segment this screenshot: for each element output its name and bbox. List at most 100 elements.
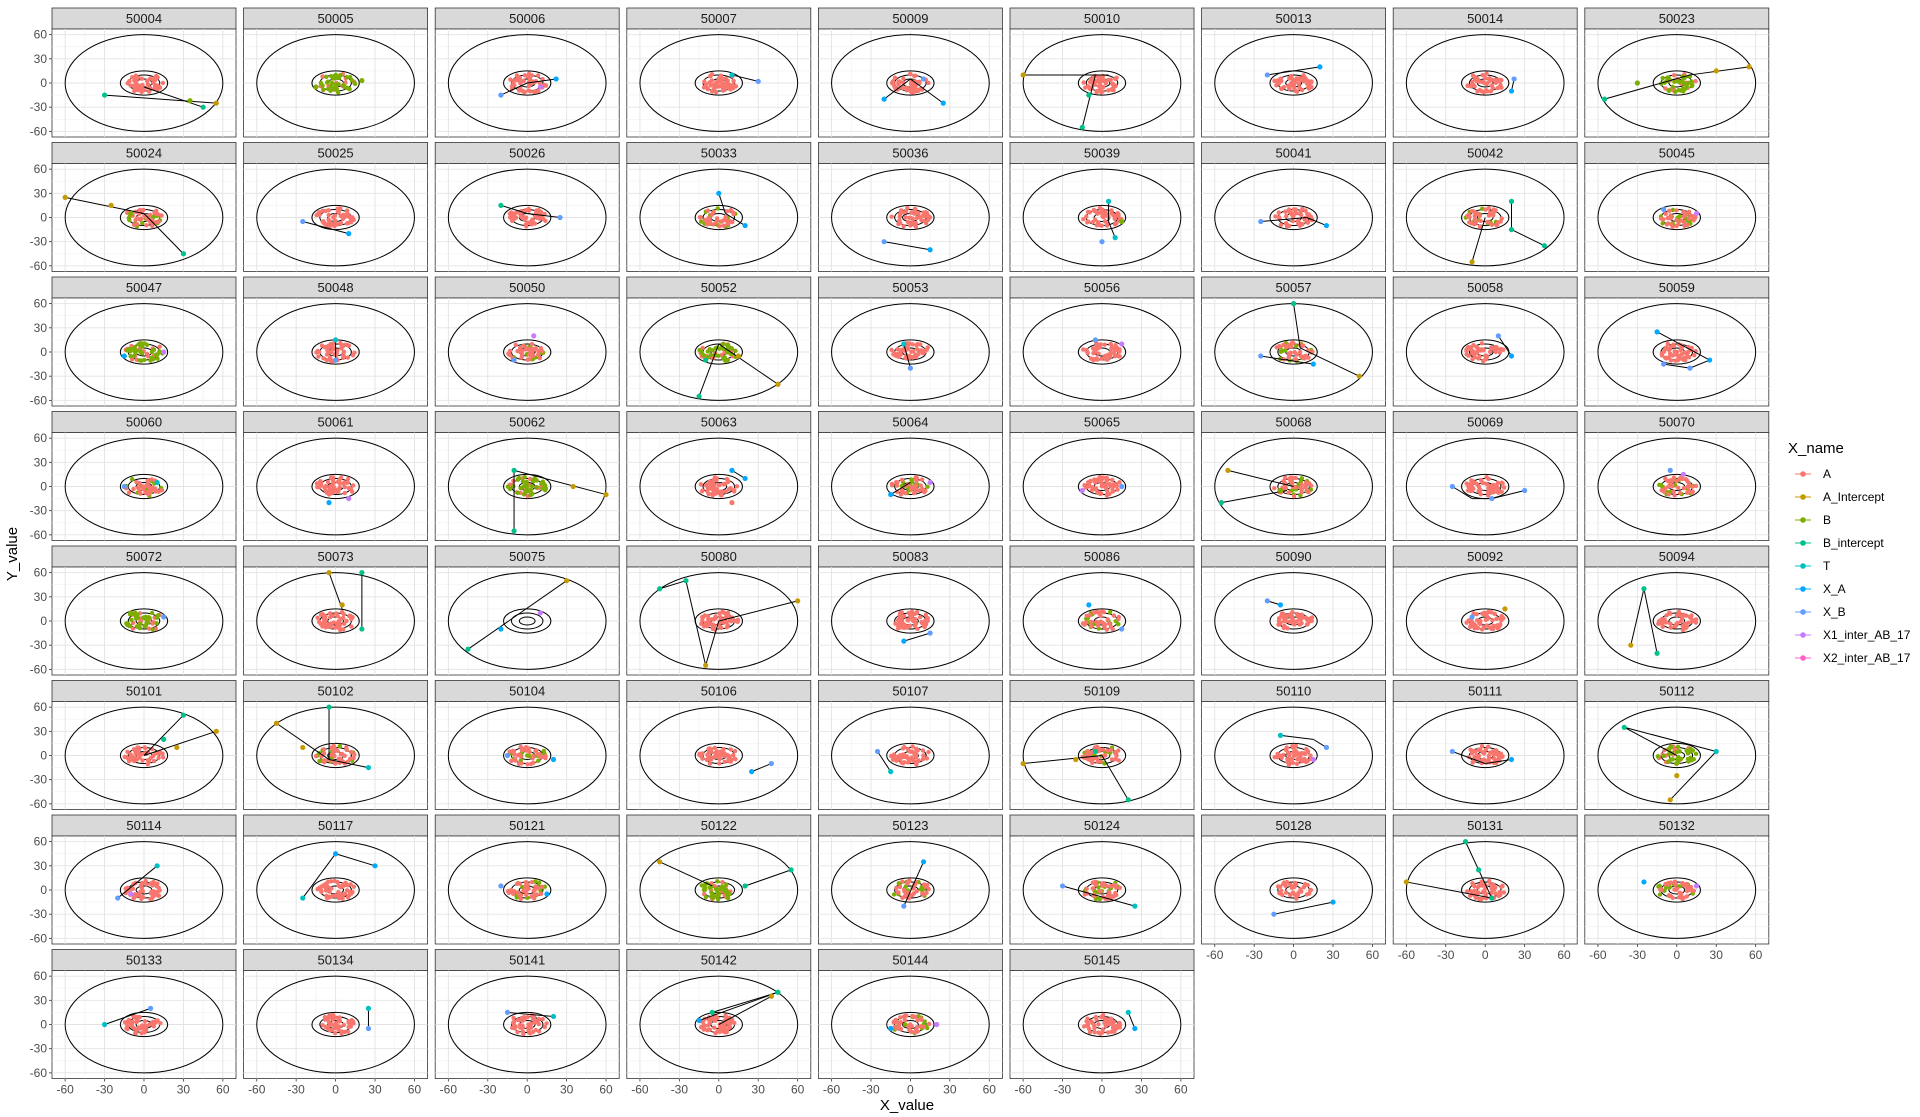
data-point bbox=[889, 347, 894, 353]
data-point bbox=[698, 482, 704, 487]
data-point bbox=[147, 490, 153, 495]
data-point bbox=[1670, 484, 1675, 489]
y-tick-label: -30 bbox=[30, 907, 48, 921]
data-point bbox=[1677, 749, 1682, 754]
data-point bbox=[1107, 610, 1113, 615]
data-point bbox=[900, 85, 905, 91]
data-point bbox=[1489, 895, 1495, 901]
data-point bbox=[1293, 343, 1299, 349]
data-point bbox=[341, 212, 346, 217]
data-point bbox=[1486, 491, 1491, 496]
data-point bbox=[923, 348, 928, 353]
data-point bbox=[1680, 623, 1685, 629]
data-point bbox=[1501, 890, 1507, 895]
data-point bbox=[914, 478, 919, 483]
reference-ellipse bbox=[1405, 706, 1565, 805]
data-point bbox=[1304, 622, 1310, 627]
panel-50009: 50009 bbox=[818, 7, 1003, 138]
connector-line bbox=[877, 751, 892, 772]
data-point bbox=[135, 485, 141, 490]
data-point bbox=[742, 883, 748, 889]
data-point bbox=[1660, 221, 1665, 226]
data-point bbox=[1323, 222, 1330, 229]
data-point bbox=[313, 753, 319, 759]
data-point bbox=[349, 891, 354, 896]
data-point bbox=[161, 614, 167, 620]
data-point bbox=[908, 616, 913, 621]
data-point bbox=[1308, 483, 1314, 488]
data-point bbox=[1309, 618, 1314, 624]
data-point bbox=[538, 891, 544, 896]
data-point bbox=[1486, 753, 1491, 759]
data-point bbox=[897, 214, 902, 219]
data-point bbox=[1479, 879, 1484, 884]
data-point bbox=[321, 612, 326, 618]
data-point bbox=[498, 202, 504, 209]
connector-line bbox=[731, 74, 759, 82]
data-point bbox=[1082, 483, 1087, 488]
data-point bbox=[154, 863, 160, 869]
data-point bbox=[344, 747, 349, 753]
data-point bbox=[915, 211, 921, 216]
facet-label: 50080 bbox=[701, 549, 737, 564]
reference-ellipse bbox=[64, 168, 224, 267]
data-point bbox=[1471, 748, 1477, 754]
data-point bbox=[1277, 732, 1284, 738]
data-point bbox=[1284, 223, 1290, 229]
facet-label: 50069 bbox=[1467, 415, 1503, 430]
data-point bbox=[498, 883, 504, 889]
reference-ellipse bbox=[1022, 437, 1182, 536]
data-point bbox=[139, 351, 145, 356]
data-point bbox=[1280, 892, 1285, 898]
facet-label: 50061 bbox=[318, 415, 354, 430]
connector-line bbox=[143, 213, 184, 255]
y-tick-label: -60 bbox=[30, 528, 48, 542]
reference-ellipse bbox=[1461, 204, 1510, 231]
y-tick-label: 0 bbox=[40, 749, 47, 763]
data-point bbox=[154, 621, 159, 626]
data-point bbox=[704, 757, 710, 762]
data-point bbox=[62, 194, 68, 200]
data-point bbox=[704, 483, 709, 488]
data-point bbox=[925, 882, 930, 888]
data-point bbox=[1290, 760, 1296, 766]
data-point bbox=[323, 617, 329, 622]
data-point bbox=[1522, 487, 1528, 494]
data-point bbox=[1478, 882, 1483, 888]
data-point bbox=[1661, 349, 1667, 355]
data-point bbox=[323, 484, 328, 489]
data-point bbox=[537, 751, 543, 757]
data-point bbox=[917, 348, 923, 353]
data-point bbox=[1403, 879, 1409, 885]
panel-50065: 50065 bbox=[1009, 411, 1195, 541]
data-point bbox=[509, 84, 515, 89]
data-point bbox=[1498, 346, 1504, 352]
reference-ellipse bbox=[886, 877, 935, 903]
data-point bbox=[895, 480, 900, 485]
data-point bbox=[350, 353, 356, 358]
data-point bbox=[657, 859, 663, 865]
connector-line bbox=[513, 469, 607, 496]
data-point bbox=[894, 483, 900, 488]
reference-ellipse bbox=[64, 34, 224, 132]
data-point bbox=[273, 720, 280, 726]
data-point bbox=[1300, 206, 1305, 212]
data-point bbox=[1464, 620, 1469, 625]
facet-label: 50009 bbox=[892, 11, 928, 26]
data-point bbox=[907, 71, 913, 77]
data-point bbox=[733, 348, 738, 354]
data-point bbox=[1495, 222, 1500, 227]
data-point bbox=[903, 215, 908, 220]
data-point bbox=[1693, 751, 1699, 756]
reference-ellipse bbox=[886, 473, 935, 500]
reference-ellipse bbox=[639, 706, 799, 805]
data-point bbox=[1492, 611, 1498, 617]
data-point bbox=[125, 749, 130, 755]
data-point bbox=[1667, 208, 1672, 214]
data-point bbox=[1081, 216, 1086, 222]
data-point bbox=[1680, 85, 1686, 91]
data-point bbox=[541, 754, 547, 760]
data-point bbox=[1295, 892, 1300, 898]
data-point bbox=[917, 615, 923, 620]
facet-label: 50047 bbox=[126, 280, 162, 295]
